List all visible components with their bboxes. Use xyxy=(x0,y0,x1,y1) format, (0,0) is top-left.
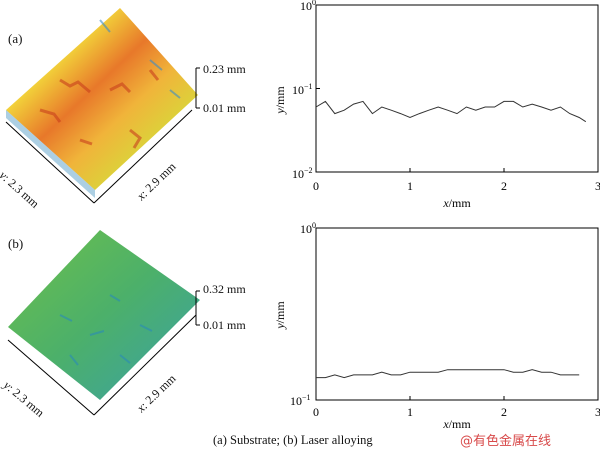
profile-chart-b-xlabel: x/mm xyxy=(442,417,471,430)
watermark: @有色金属在线 xyxy=(460,434,552,449)
surface-a-x-axis xyxy=(93,109,193,204)
surface-b-y-axis xyxy=(7,339,95,416)
surface-a-z-max: 0.23 mm xyxy=(203,62,246,76)
tick-b-x2: 2 xyxy=(501,405,507,419)
surface-a-front-edge xyxy=(6,110,95,198)
profile-chart-b-ylabel: y/mm xyxy=(273,301,287,330)
profile-chart-a-frame xyxy=(315,4,599,173)
tick-a-y1: 10−1 xyxy=(292,82,313,97)
profile-chart-a: 100 10−1 10−2 0 1 2 3 x/mm y/mm xyxy=(273,0,600,210)
surface-a-z-min: 0.01 mm xyxy=(203,101,246,115)
profile-trace-b xyxy=(316,369,580,379)
tick-b-y1: 10−1 xyxy=(290,393,311,408)
surface-b xyxy=(7,230,200,416)
profile-chart-a-ylabel: y/mm xyxy=(273,86,287,115)
panel-a-tag: (a) xyxy=(8,31,23,46)
profile-chart-b-frame xyxy=(315,227,599,401)
profile-chart-a-xlabel: x/mm xyxy=(442,196,471,210)
tick-b-x0: 0 xyxy=(313,405,319,419)
surface-b-texture xyxy=(59,294,153,366)
surface-b-top xyxy=(8,230,200,400)
surface-b-z-max: 0.32 mm xyxy=(203,282,246,296)
surface-b-z-min: 0.01 mm xyxy=(203,318,246,332)
profile-trace-a xyxy=(315,100,587,123)
tick-b-x1: 1 xyxy=(407,405,413,419)
surface-b-x-axis xyxy=(93,314,197,416)
tick-a-y0: 100 xyxy=(300,0,316,13)
surface-a-top xyxy=(6,8,198,190)
tick-b-y0: 100 xyxy=(300,221,316,236)
tick-a-x3: 3 xyxy=(595,179,600,193)
tick-b-x3: 3 xyxy=(595,405,600,419)
surface-a-texture xyxy=(39,69,160,149)
profile-chart-b: 100 10−1 0 1 2 3 x/mm y/mm xyxy=(273,221,600,430)
surface-a-y-axis xyxy=(5,121,95,204)
tick-a-x1: 1 xyxy=(407,179,413,193)
figure-caption: (a) Substrate; (b) Laser alloying xyxy=(213,433,373,447)
tick-a-x2: 2 xyxy=(501,179,507,193)
tick-a-y2: 10−2 xyxy=(292,166,313,181)
tick-a-x0: 0 xyxy=(313,179,319,193)
surface-a xyxy=(5,8,200,204)
panel-b-tag: (b) xyxy=(8,236,24,251)
